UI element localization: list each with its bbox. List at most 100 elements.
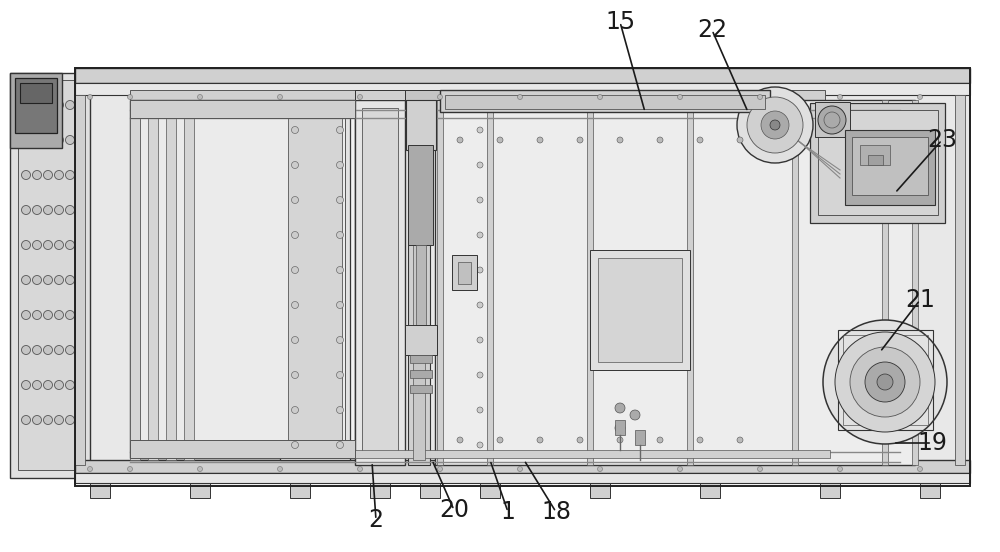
Circle shape (66, 346, 74, 354)
Bar (920, 483, 940, 498)
Circle shape (66, 100, 74, 109)
Circle shape (292, 301, 298, 309)
Circle shape (32, 135, 42, 145)
Circle shape (54, 416, 64, 424)
Circle shape (32, 346, 42, 354)
Bar (408, 105, 430, 465)
Circle shape (66, 205, 74, 215)
Bar (845, 130, 935, 205)
Bar (700, 483, 720, 498)
Bar (140, 108, 345, 448)
Bar (75, 68, 970, 486)
Bar (440, 90, 770, 112)
Bar (75, 95, 85, 465)
Circle shape (657, 137, 663, 143)
Circle shape (477, 372, 483, 378)
Bar (458, 262, 471, 284)
Circle shape (54, 135, 64, 145)
Bar (838, 330, 933, 430)
Circle shape (737, 437, 743, 443)
Circle shape (292, 406, 298, 413)
Circle shape (697, 137, 703, 143)
Circle shape (336, 231, 344, 238)
Circle shape (22, 241, 30, 250)
Circle shape (336, 162, 344, 168)
Bar (20, 83, 52, 103)
Bar (130, 100, 140, 460)
Circle shape (32, 416, 42, 424)
Circle shape (824, 112, 840, 128)
Text: 23: 23 (927, 128, 957, 152)
Bar (687, 100, 693, 465)
Bar (590, 250, 690, 370)
Circle shape (54, 346, 64, 354)
Bar (290, 483, 310, 498)
Circle shape (44, 135, 52, 145)
Circle shape (615, 403, 625, 413)
Circle shape (66, 380, 74, 390)
Bar (75, 68, 970, 83)
Bar (912, 100, 918, 465)
Circle shape (292, 267, 298, 273)
Circle shape (657, 437, 663, 443)
Circle shape (615, 423, 625, 433)
Bar (410, 370, 432, 378)
Bar (10, 73, 62, 148)
Circle shape (678, 466, 682, 471)
Circle shape (818, 106, 846, 134)
Bar (413, 110, 425, 460)
Bar (598, 258, 682, 362)
Circle shape (598, 466, 602, 471)
Circle shape (292, 162, 298, 168)
Circle shape (617, 137, 623, 143)
Circle shape (497, 437, 503, 443)
Circle shape (877, 374, 893, 390)
Circle shape (865, 362, 905, 402)
Circle shape (336, 301, 344, 309)
Bar (792, 100, 798, 465)
Circle shape (292, 442, 298, 448)
Circle shape (518, 466, 522, 471)
Circle shape (770, 120, 780, 130)
Circle shape (835, 332, 935, 432)
Circle shape (66, 135, 74, 145)
Bar (355, 90, 435, 100)
Circle shape (66, 310, 74, 320)
Bar (416, 245, 426, 325)
Circle shape (477, 267, 483, 273)
Text: 20: 20 (439, 498, 469, 522)
Bar (587, 100, 593, 465)
Bar (75, 473, 970, 483)
Bar (190, 483, 210, 498)
Text: 22: 22 (697, 18, 727, 42)
Circle shape (292, 231, 298, 238)
Text: 18: 18 (541, 500, 571, 524)
Circle shape (518, 94, 522, 99)
Circle shape (477, 197, 483, 203)
Circle shape (32, 310, 42, 320)
Circle shape (336, 197, 344, 204)
Circle shape (336, 442, 344, 448)
Circle shape (336, 267, 344, 273)
Circle shape (292, 337, 298, 343)
Circle shape (838, 466, 842, 471)
Circle shape (761, 111, 789, 139)
Circle shape (22, 205, 30, 215)
Circle shape (44, 346, 52, 354)
Circle shape (630, 410, 640, 420)
Bar (810, 103, 945, 223)
Bar (445, 95, 765, 109)
Circle shape (66, 275, 74, 284)
Circle shape (477, 302, 483, 308)
Bar (130, 100, 355, 458)
Bar (410, 385, 432, 393)
Circle shape (747, 97, 803, 153)
Bar (10, 73, 90, 478)
Bar (818, 110, 938, 215)
Circle shape (44, 380, 52, 390)
Bar (405, 325, 437, 355)
Bar (370, 483, 390, 498)
Bar (130, 450, 830, 458)
Circle shape (32, 380, 42, 390)
Circle shape (737, 87, 813, 163)
